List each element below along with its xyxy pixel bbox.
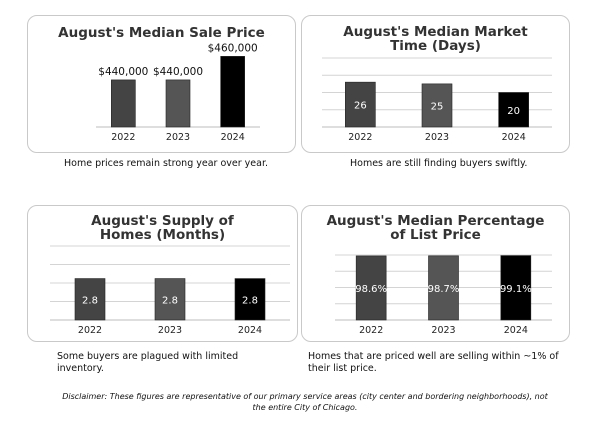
- chart-card-percentage-of-list-price: August's Median Percentage of List Price…: [301, 205, 570, 342]
- chart-card-median-market-time: August's Median Market Time (Days) 26 202…: [301, 15, 570, 153]
- data-label: 25: [431, 101, 444, 112]
- data-label: 26: [354, 101, 367, 112]
- data-label: $440,000: [153, 66, 203, 78]
- bar-chart-percentage-of-list-price: 98.6% 2022 98.7% 2023 99.1% 2024: [335, 254, 552, 336]
- x-tick-label: 2024: [221, 132, 245, 143]
- bar: [355, 255, 387, 321]
- data-label: 98.7%: [428, 284, 460, 295]
- x-tick-label: 2022: [348, 132, 372, 143]
- x-tick-label: 2024: [504, 325, 528, 336]
- data-label: 2.8: [82, 295, 98, 306]
- bar-chart-median-market-time: 26 2022 25 2023 20 2024: [322, 57, 552, 143]
- data-label: 98.6%: [355, 284, 387, 295]
- chart-card-supply-of-homes: August's Supply of Homes (Months) 2.8 202…: [27, 205, 298, 342]
- x-tick-label: 2022: [78, 325, 102, 336]
- bar: [74, 278, 106, 321]
- bar: [234, 278, 266, 321]
- chart-title: August's Median Percentage of List Price: [326, 213, 545, 243]
- caption-median-market-time: Homes are still finding buyers swiftly.: [350, 158, 528, 169]
- chart-title: August's Median Sale Price: [58, 25, 265, 41]
- bar: [500, 255, 532, 321]
- data-label: 20: [507, 106, 520, 117]
- bar: [498, 92, 529, 128]
- chart-card-median-sale-price: August's Median Sale Price $440,000 2022 $…: [27, 15, 296, 153]
- bar: [154, 278, 186, 321]
- data-label: 2.8: [242, 295, 258, 306]
- bar-chart-supply-of-homes: 2.8 2022 2.8 2023 2.8 2024: [50, 245, 290, 336]
- x-tick-label: 2023: [431, 325, 455, 336]
- data-label: $440,000: [98, 66, 148, 78]
- data-label: 99.1%: [500, 284, 532, 295]
- x-tick-label: 2024: [238, 325, 262, 336]
- caption-supply-of-homes: Some buyers are plagued with limited inv…: [57, 351, 239, 374]
- bar: [220, 56, 245, 128]
- caption-median-sale-price: Home prices remain strong year over year…: [64, 158, 268, 169]
- bar-chart-median-sale-price: $440,000 2022 $440,000 2023 $460,000 2024: [96, 42, 260, 143]
- bar: [428, 255, 459, 321]
- disclaimer-text: Disclaimer: These figures are representa…: [62, 392, 548, 412]
- chart-title: August's Supply of Homes (Months): [91, 213, 234, 243]
- bar: [421, 83, 453, 128]
- data-label: 2.8: [162, 295, 178, 306]
- bar: [165, 79, 191, 128]
- x-tick-label: 2024: [502, 132, 526, 143]
- x-tick-label: 2023: [425, 132, 449, 143]
- caption-percentage-of-list-price: Homes that are priced well are selling w…: [308, 351, 559, 374]
- data-label: $460,000: [208, 42, 258, 54]
- x-tick-label: 2023: [166, 132, 190, 143]
- bar: [111, 79, 136, 128]
- x-tick-label: 2022: [111, 132, 135, 143]
- bar: [345, 81, 376, 128]
- x-tick-label: 2022: [359, 325, 383, 336]
- x-tick-label: 2023: [158, 325, 182, 336]
- chart-title: August's Median Market Time (Days): [343, 24, 528, 54]
